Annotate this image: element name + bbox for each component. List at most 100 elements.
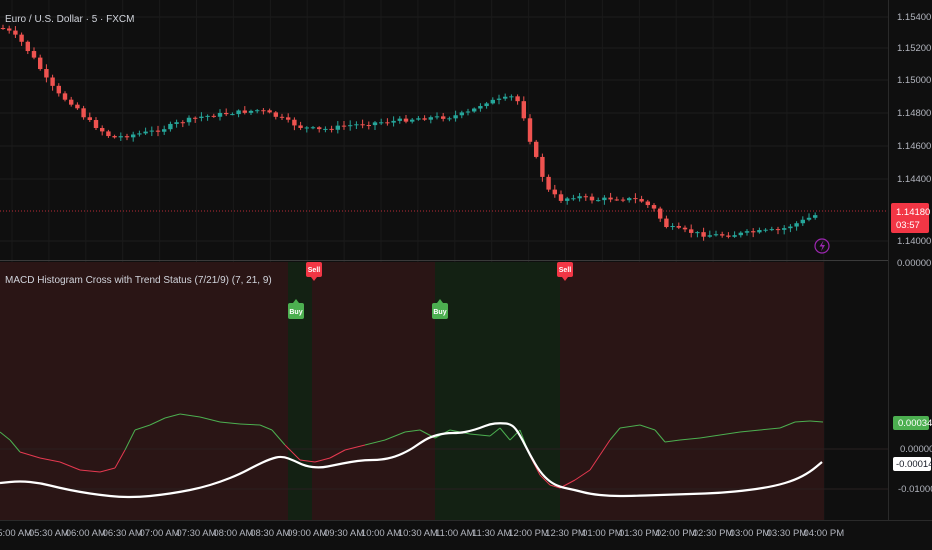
macd-segment bbox=[384, 431, 406, 441]
candle bbox=[310, 127, 316, 129]
candle bbox=[391, 120, 396, 123]
candle-countdown: 03:57 bbox=[896, 220, 920, 231]
macd-segment bbox=[219, 421, 241, 425]
time-axis-label: 09:30 AM bbox=[324, 528, 364, 539]
candlestick-series bbox=[0, 24, 818, 241]
buy-signal-marker[interactable]: Buy bbox=[432, 299, 448, 319]
candle bbox=[112, 136, 117, 138]
price-axis[interactable]: 1.15400 1.15200 1.15000 1.14800 1.14600 1.144… bbox=[888, 0, 932, 520]
candle bbox=[465, 111, 471, 113]
macd-segment bbox=[809, 420, 824, 423]
lightning-icon[interactable] bbox=[814, 238, 830, 254]
candle bbox=[782, 228, 787, 230]
candle bbox=[87, 117, 92, 121]
macd-line-badge: -0.00014 bbox=[893, 457, 932, 471]
candle bbox=[738, 232, 743, 236]
macd-axis[interactable]: 0.00000 0.00000 -0.01000 0.00034 -0.0001… bbox=[893, 258, 932, 495]
macd-pane[interactable]: MACD Histogram Cross with Trend Status (… bbox=[0, 262, 888, 520]
time-axis-label: 01:30 PM bbox=[619, 528, 660, 539]
candle bbox=[155, 130, 161, 132]
candle bbox=[689, 229, 694, 233]
macd-segment bbox=[699, 434, 721, 439]
candle bbox=[137, 133, 142, 135]
candle bbox=[503, 96, 508, 99]
macd-axis-label-neg: -0.01000 bbox=[898, 484, 932, 495]
signal-label: Buy bbox=[289, 309, 302, 316]
macd-segment bbox=[679, 437, 701, 441]
bull-zone bbox=[435, 262, 560, 520]
candle bbox=[162, 129, 167, 132]
macd-segment bbox=[164, 413, 181, 419]
candle bbox=[484, 103, 489, 107]
macd-segment bbox=[549, 484, 561, 489]
macd-axis-top-label: 0.00000 bbox=[897, 258, 931, 269]
candle bbox=[224, 112, 229, 115]
time-axis-label: 09:00 AM bbox=[287, 528, 327, 539]
macd-segment bbox=[759, 427, 781, 431]
candle bbox=[348, 125, 353, 127]
candle bbox=[695, 232, 700, 234]
candle bbox=[707, 235, 712, 237]
macd-segment bbox=[59, 461, 81, 471]
macd-segment bbox=[239, 423, 261, 426]
candle bbox=[372, 122, 378, 126]
signal-label: Sell bbox=[308, 267, 321, 274]
signal-line bbox=[0, 422, 823, 499]
sell-signal-marker[interactable]: Sell bbox=[306, 262, 322, 281]
macd-segment bbox=[794, 420, 811, 423]
macd-segment bbox=[599, 439, 611, 456]
candle bbox=[131, 134, 136, 138]
time-axis-label: 06:30 AM bbox=[103, 528, 143, 539]
candle bbox=[397, 118, 402, 121]
candle bbox=[800, 219, 805, 224]
candle bbox=[248, 110, 254, 113]
macd-segment bbox=[299, 459, 316, 463]
macd-segment bbox=[404, 429, 421, 433]
candle bbox=[286, 117, 291, 120]
macd-segment bbox=[489, 427, 501, 437]
candle bbox=[534, 141, 539, 157]
candle bbox=[788, 226, 793, 229]
time-axis-label: 07:00 AM bbox=[140, 528, 180, 539]
price-axis-label: 1.15400 bbox=[897, 12, 931, 23]
candle bbox=[478, 106, 483, 109]
macd-segment bbox=[149, 417, 166, 426]
candle bbox=[515, 96, 520, 102]
candle bbox=[354, 124, 359, 126]
buy-signal-marker[interactable]: Buy bbox=[288, 299, 304, 319]
candle bbox=[230, 114, 235, 116]
candle bbox=[806, 217, 812, 220]
macd-segment bbox=[574, 469, 591, 481]
time-axis-label: 10:30 AM bbox=[398, 528, 438, 539]
candle bbox=[267, 110, 272, 113]
candle bbox=[744, 231, 750, 233]
candle bbox=[726, 235, 731, 237]
candle bbox=[25, 41, 30, 52]
sell-signal-marker[interactable]: Sell bbox=[557, 262, 573, 281]
candle bbox=[242, 110, 247, 113]
candle bbox=[583, 196, 588, 198]
time-axis-label: 12:00 PM bbox=[508, 528, 549, 539]
symbol-title: Euro / U.S. Dollar · 5 · FXCM bbox=[5, 14, 134, 25]
candle bbox=[472, 108, 477, 112]
candle bbox=[521, 101, 526, 119]
candle bbox=[620, 199, 626, 201]
candle bbox=[602, 197, 607, 201]
candle bbox=[279, 116, 285, 118]
candle bbox=[31, 51, 37, 58]
macd-segment bbox=[134, 424, 151, 431]
candle bbox=[658, 208, 663, 219]
candle bbox=[403, 118, 409, 122]
candle bbox=[794, 223, 799, 227]
signal-label: Buy bbox=[433, 309, 446, 316]
macd-segment bbox=[499, 427, 511, 441]
macd-segment bbox=[9, 439, 21, 453]
time-axis-label: 10:00 AM bbox=[361, 528, 401, 539]
macd-line-segments bbox=[0, 413, 824, 489]
macd-segment bbox=[39, 457, 61, 463]
macd-segment bbox=[539, 474, 551, 486]
current-price-badge: 1.14180 03:57 bbox=[891, 203, 930, 233]
candle bbox=[627, 198, 632, 201]
